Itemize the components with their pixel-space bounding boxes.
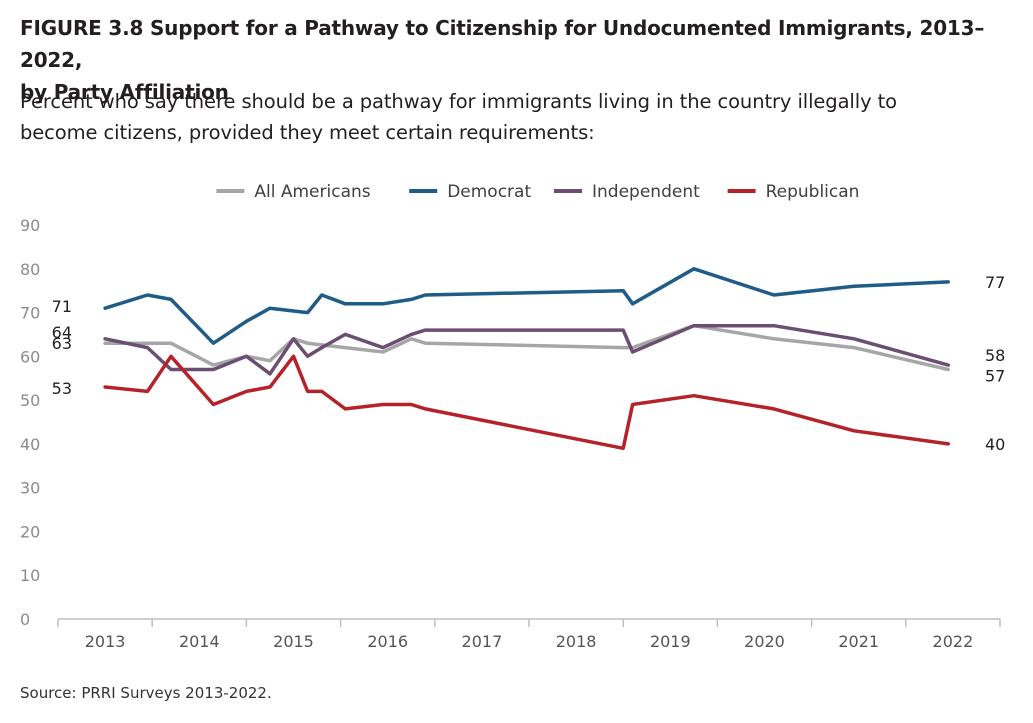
x-tick-label: 2018 — [556, 632, 597, 651]
figure-subtitle: Percent who say there should be a pathwa… — [20, 86, 1020, 148]
figure-title-line-2: by Party Affiliation — [20, 80, 229, 104]
x-tick-label: 2016 — [367, 632, 408, 651]
series-line — [103, 354, 950, 451]
series-line — [103, 323, 950, 376]
x-tick-label: 2013 — [85, 632, 126, 651]
y-tick-label: 60 — [20, 347, 40, 366]
series-end-label: 57 — [985, 366, 1005, 385]
figure-subtitle-line-2: become citizens, provided they meet cert… — [20, 121, 595, 144]
series-end-label: 58 — [985, 346, 1005, 365]
figure-subtitle-line-1: Percent who say there should be a pathwa… — [20, 90, 897, 113]
y-tick-label: 50 — [20, 391, 40, 410]
y-tick-label: 10 — [20, 566, 40, 585]
y-tick-label: 70 — [20, 304, 40, 323]
figure-title: FIGURE 3.8 Support for a Pathway to Citi… — [20, 12, 1020, 108]
y-tick-label: 0 — [20, 610, 30, 629]
x-tick-label: 2017 — [462, 632, 503, 651]
series-line — [103, 323, 950, 372]
x-axis: 2013 2014 2015 2016 2017 2018 2019 2020 2021 2022 — [57, 618, 1001, 651]
series-end-label: 77 — [985, 273, 1005, 292]
series-start-label: 53 — [52, 379, 72, 398]
series-start-label: 63 — [52, 334, 72, 353]
x-tick-label: 2014 — [179, 632, 220, 651]
chart-legend: All Americans Democrat Independent Republic… — [216, 182, 859, 202]
figure-title-line-1: FIGURE 3.8 Support for a Pathway to Citi… — [20, 16, 985, 72]
source-note: Source: PRRI Surveys 2013-2022. — [20, 684, 272, 702]
series-lines — [103, 267, 950, 451]
x-tick-label: 2021 — [838, 632, 879, 651]
y-tick-label: 30 — [20, 479, 40, 498]
series-end-label: 40 — [985, 435, 1005, 454]
series-start-label: 71 — [52, 297, 72, 316]
legend-label: Republican — [766, 182, 860, 202]
legend-label: Independent — [592, 182, 700, 202]
y-axis: 0 10 20 30 40 50 60 70 80 90 — [20, 216, 40, 629]
data-labels: 63 57 71 77 64 58 53 40 — [52, 273, 1006, 454]
x-tick-label: 2022 — [933, 632, 974, 651]
x-tick-label: 2020 — [744, 632, 785, 651]
y-tick-label: 90 — [20, 216, 40, 235]
x-tick-label: 2015 — [273, 632, 314, 651]
y-tick-label: 20 — [20, 522, 40, 541]
series-start-label: 64 — [52, 323, 72, 342]
y-tick-label: 80 — [20, 260, 40, 279]
legend-label: Democrat — [447, 182, 531, 202]
legend-label: All Americans — [254, 182, 370, 202]
series-line — [103, 267, 950, 345]
x-tick-label: 2019 — [650, 632, 691, 651]
y-tick-label: 40 — [20, 435, 40, 454]
